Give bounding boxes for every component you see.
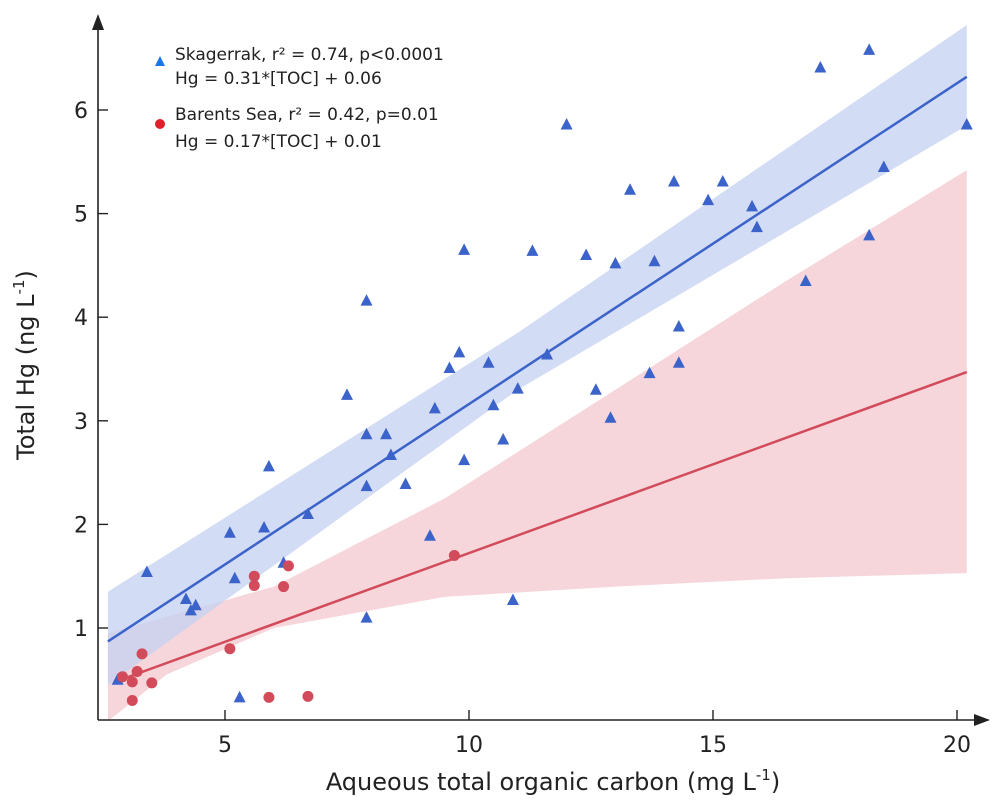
ticks: 1 2 3 4 5 6 5 10 15 20 bbox=[74, 99, 971, 758]
data-point-skagerrak bbox=[863, 43, 876, 55]
data-point-skagerrak bbox=[360, 611, 373, 623]
y-axis-arrow bbox=[92, 14, 104, 30]
data-point-skagerrak bbox=[672, 320, 685, 332]
data-point-skagerrak bbox=[589, 383, 602, 395]
fit-line-skagerrak bbox=[107, 75, 968, 643]
data-point-barents bbox=[146, 677, 158, 689]
data-point-skagerrak bbox=[609, 256, 622, 269]
x-axis-arrow bbox=[974, 714, 990, 726]
data-point-skagerrak bbox=[453, 345, 466, 358]
data-point-barents bbox=[131, 666, 143, 678]
legend-label-barents: Barents Sea, r² = 0.42, p=0.01 bbox=[175, 105, 439, 125]
data-point-skagerrak bbox=[799, 274, 812, 286]
fit-line-barents bbox=[117, 370, 968, 683]
confidence-band-barents bbox=[107, 170, 967, 722]
data-point-skagerrak bbox=[233, 690, 246, 703]
legend: Skagerrak, r² = 0.74, p<0.0001 Hg = 0.31… bbox=[155, 45, 444, 152]
data-point-skagerrak bbox=[228, 571, 241, 584]
data-point-barents bbox=[278, 581, 290, 593]
data-point-skagerrak bbox=[487, 398, 500, 411]
data-point-skagerrak bbox=[179, 592, 192, 604]
x-axis-title: Aqueous total organic carbon (mg L-1) bbox=[326, 766, 780, 796]
data-point-skagerrak bbox=[360, 427, 373, 440]
data-point-barents bbox=[126, 676, 138, 688]
data-point-skagerrak bbox=[560, 118, 573, 130]
data-point-barents bbox=[263, 691, 275, 703]
data-point-barents bbox=[224, 643, 236, 655]
data-point-skagerrak bbox=[526, 244, 539, 256]
data-point-skagerrak bbox=[384, 448, 397, 460]
data-point-skagerrak bbox=[458, 453, 471, 466]
y-tick-label: 1 bbox=[74, 617, 88, 642]
data-point-skagerrak bbox=[648, 254, 661, 267]
data-points bbox=[111, 43, 973, 707]
data-point-skagerrak bbox=[667, 174, 680, 187]
data-point-skagerrak bbox=[262, 459, 275, 472]
data-point-skagerrak bbox=[458, 243, 471, 255]
data-point-skagerrak bbox=[360, 294, 373, 306]
data-point-skagerrak bbox=[341, 388, 353, 400]
data-point-skagerrak bbox=[960, 118, 973, 130]
legend-marker-barents bbox=[155, 119, 165, 129]
y-tick-label: 5 bbox=[74, 203, 88, 228]
x-tick-label: 20 bbox=[943, 733, 971, 758]
data-point-skagerrak bbox=[423, 529, 436, 541]
data-point-skagerrak bbox=[814, 61, 827, 73]
data-point-skagerrak bbox=[702, 193, 715, 206]
legend-marker-skagerrak bbox=[155, 56, 165, 66]
data-point-skagerrak bbox=[672, 356, 685, 368]
y-tick-label: 2 bbox=[74, 513, 88, 538]
data-point-skagerrak bbox=[580, 248, 593, 261]
fit-lines bbox=[107, 75, 968, 683]
data-point-skagerrak bbox=[643, 366, 656, 379]
y-tick-label: 6 bbox=[74, 99, 88, 124]
data-point-skagerrak bbox=[541, 347, 554, 360]
data-point-skagerrak bbox=[189, 598, 202, 611]
data-point-skagerrak bbox=[863, 228, 876, 241]
data-point-barents bbox=[448, 549, 460, 561]
data-point-skagerrak bbox=[746, 199, 759, 212]
data-point-barents bbox=[136, 648, 148, 660]
x-tick-label: 10 bbox=[455, 733, 483, 758]
axes bbox=[92, 14, 990, 726]
y-axis-title: Total Hg (ng L-1) bbox=[10, 270, 40, 461]
data-point-skagerrak bbox=[443, 361, 456, 373]
confidence-band-skagerrak bbox=[107, 25, 967, 685]
data-point-barents bbox=[117, 671, 129, 683]
legend-equation-skagerrak: Hg = 0.31*[TOC] + 0.06 bbox=[175, 69, 382, 89]
data-point-skagerrak bbox=[716, 174, 729, 187]
y-tick-label: 4 bbox=[74, 306, 88, 331]
data-point-skagerrak bbox=[223, 526, 236, 538]
data-point-skagerrak bbox=[497, 432, 510, 445]
data-point-skagerrak bbox=[380, 427, 393, 440]
data-point-barents bbox=[126, 695, 138, 707]
legend-label-skagerrak: Skagerrak, r² = 0.74, p<0.0001 bbox=[175, 45, 444, 65]
data-point-skagerrak bbox=[482, 356, 495, 368]
x-tick-label: 5 bbox=[218, 733, 232, 758]
x-tick-label: 15 bbox=[699, 733, 727, 758]
data-point-skagerrak bbox=[750, 220, 763, 233]
data-point-barents bbox=[302, 690, 314, 702]
data-point-skagerrak bbox=[604, 411, 617, 423]
legend-equation-barents: Hg = 0.17*[TOC] + 0.01 bbox=[175, 132, 382, 152]
data-point-barents bbox=[248, 580, 260, 592]
data-point-skagerrak bbox=[399, 477, 412, 489]
confidence-bands bbox=[107, 25, 967, 722]
data-point-skagerrak bbox=[511, 382, 524, 394]
data-point-skagerrak bbox=[258, 521, 271, 533]
data-point-skagerrak bbox=[428, 401, 441, 414]
data-point-skagerrak bbox=[301, 507, 314, 520]
data-point-skagerrak bbox=[877, 160, 890, 172]
data-point-skagerrak bbox=[624, 183, 637, 195]
data-point-skagerrak bbox=[506, 593, 519, 606]
data-point-skagerrak bbox=[360, 479, 373, 492]
data-point-skagerrak bbox=[140, 565, 153, 578]
y-tick-label: 3 bbox=[74, 410, 88, 435]
data-point-barents bbox=[282, 560, 294, 572]
data-point-barents bbox=[248, 570, 260, 582]
